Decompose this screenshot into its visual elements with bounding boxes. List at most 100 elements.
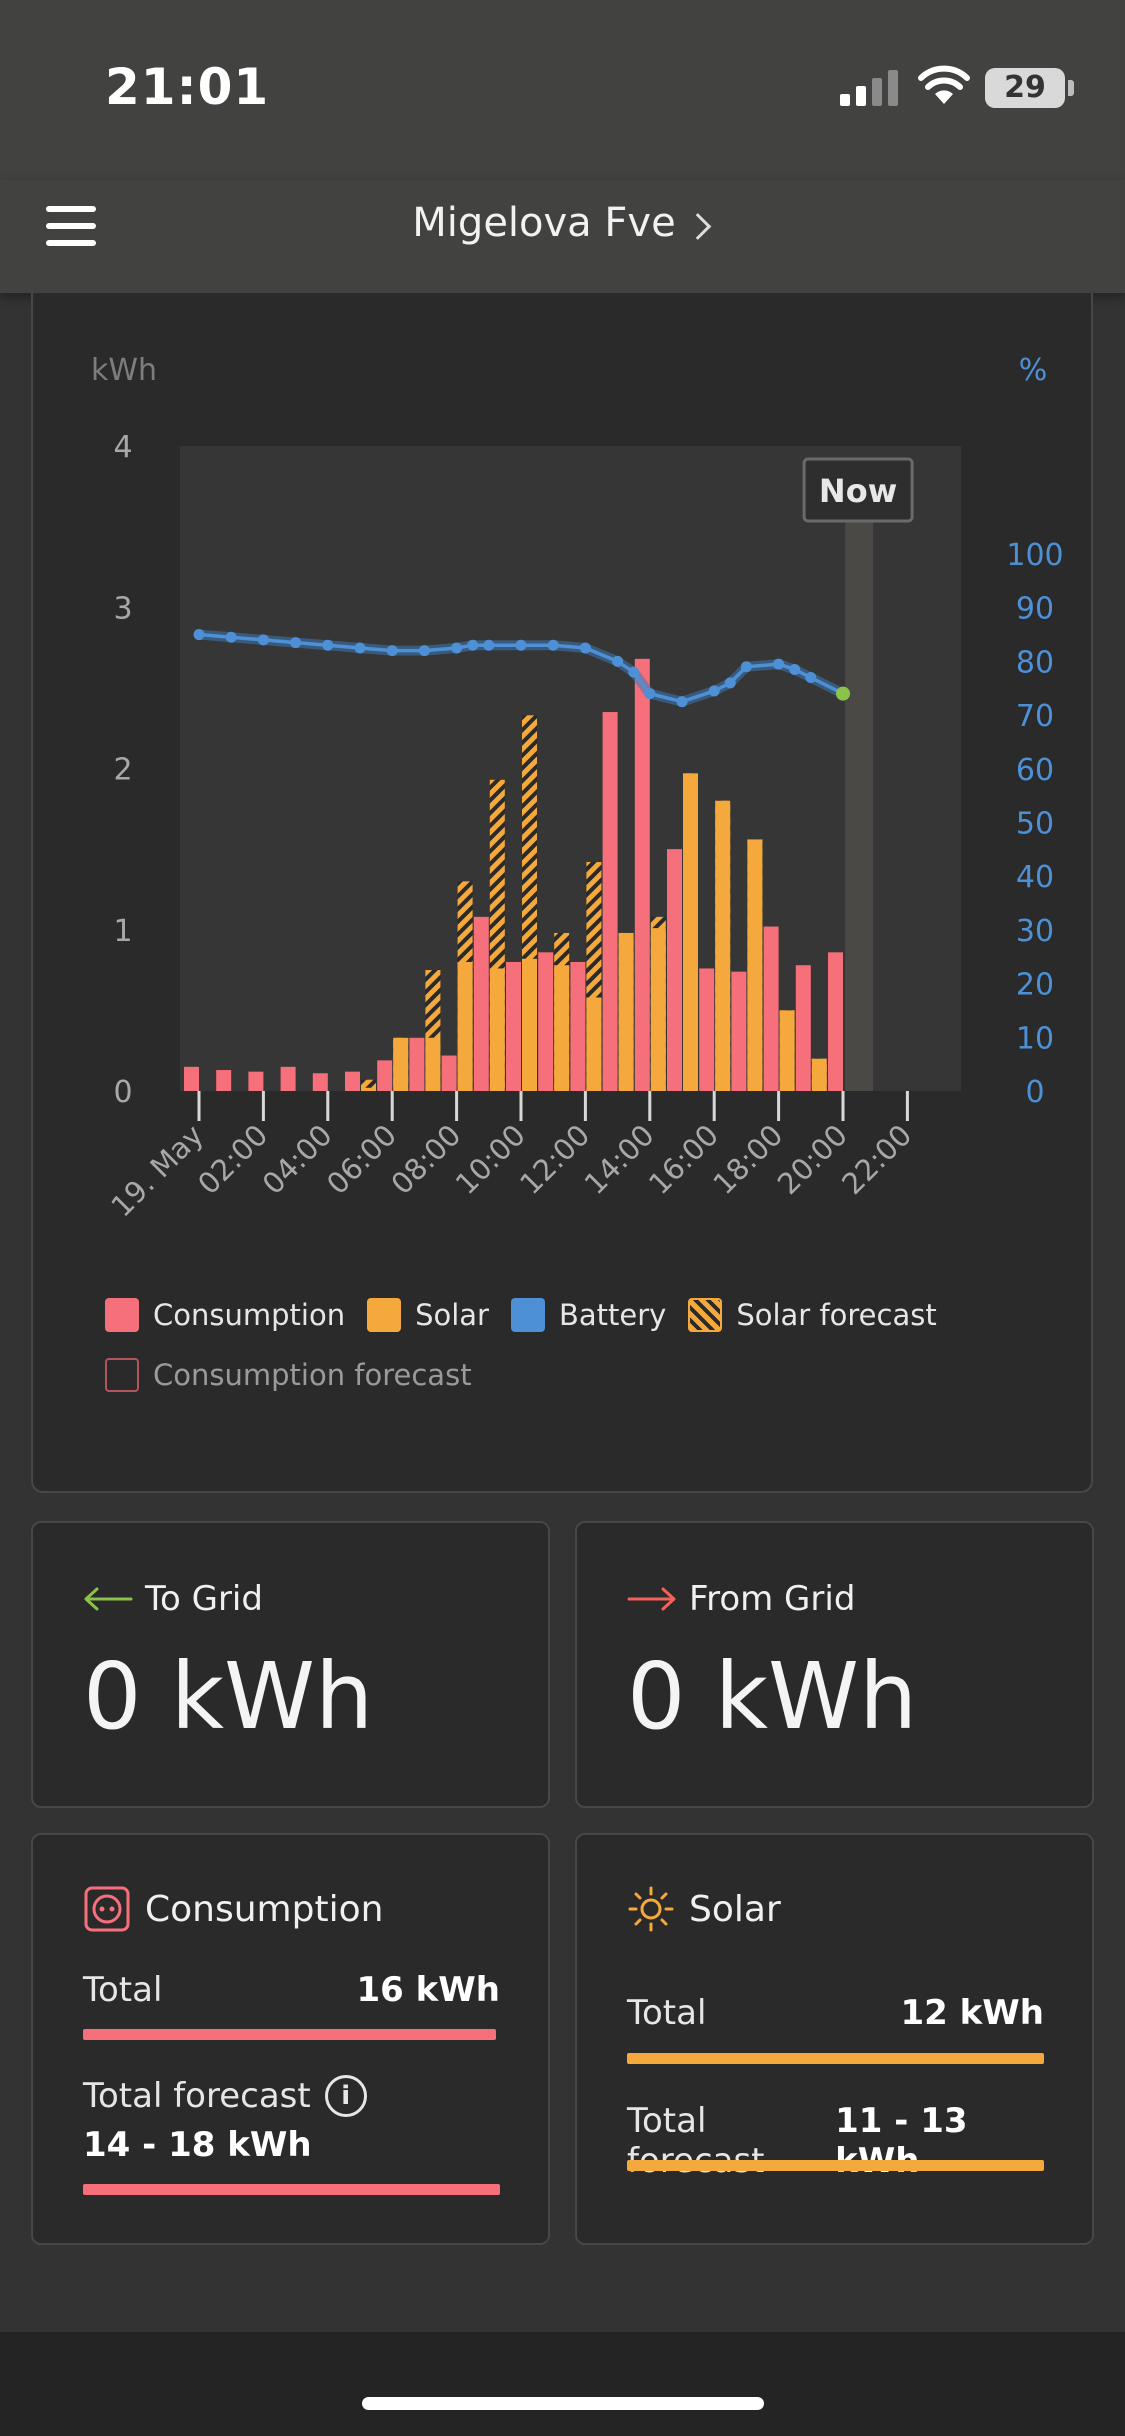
battery-point xyxy=(257,634,269,646)
consumption-forecast-row: Total forecast i xyxy=(83,2075,500,2117)
consumption-bar xyxy=(248,1071,264,1091)
chevron-right-icon xyxy=(684,213,711,240)
battery-point xyxy=(789,663,801,675)
consumption-bar xyxy=(312,1073,328,1091)
legend-swatch-solar xyxy=(367,1298,402,1332)
consumption-bar xyxy=(409,1037,425,1091)
from-grid-label: From Grid xyxy=(689,1579,856,1619)
solar-bar xyxy=(457,962,473,1091)
consumption-bar xyxy=(538,952,554,1091)
consumption-bar xyxy=(634,658,650,1091)
consumption-total-row: Total 16 kWh xyxy=(83,1970,500,2010)
solar-bar xyxy=(811,1058,827,1091)
from-grid-value: 0 kWh xyxy=(627,1643,918,1750)
bottom-area xyxy=(0,2332,1125,2436)
solar-bar xyxy=(683,773,698,1091)
consumption-bar xyxy=(216,1070,232,1091)
battery-point xyxy=(740,661,752,673)
solar-bar xyxy=(586,997,602,1091)
battery-nub xyxy=(1068,80,1074,96)
y-right-tick-label: 50 xyxy=(1016,807,1054,842)
site-selector[interactable]: Migelova Fve xyxy=(0,200,1125,246)
battery-point xyxy=(451,642,463,654)
consumption-bar xyxy=(441,1055,457,1091)
battery-point xyxy=(805,672,817,684)
sun-icon xyxy=(628,1886,674,1932)
battery-point xyxy=(193,629,205,641)
solar-bar xyxy=(747,839,763,1091)
solar-bar xyxy=(425,1037,441,1091)
solar-total-label: Total xyxy=(627,1993,707,2033)
consumption-bar xyxy=(377,1060,393,1091)
consumption-total-label: Total xyxy=(83,1970,163,2010)
y-right-tick-label: 10 xyxy=(1016,1021,1054,1056)
to-grid-card[interactable]: To Grid 0 kWh xyxy=(31,1521,550,1808)
solar-bar xyxy=(650,928,666,1091)
legend-label-battery: Battery xyxy=(558,1298,667,1332)
solar-bar xyxy=(393,1037,409,1091)
consumption-forecast-label: Total forecast xyxy=(83,2076,311,2116)
legend-consumption[interactable]: Consumption xyxy=(105,1298,345,1332)
consumption-card[interactable]: Consumption Total 16 kWh Total forecast … xyxy=(31,1833,550,2245)
x-tick-label: 19. May xyxy=(104,1118,210,1224)
x-tick-label: 22:00 xyxy=(835,1118,918,1201)
battery-point xyxy=(708,685,720,697)
solar-title-row: Solar xyxy=(627,1885,781,1933)
legend-label-consumption: Consumption xyxy=(153,1298,346,1332)
solar-bar xyxy=(618,932,634,1091)
consumption-bar xyxy=(731,971,747,1091)
y-axis-right-label: % xyxy=(1019,353,1048,388)
hamburger-menu-icon[interactable] xyxy=(46,204,98,248)
y-right-tick-label: 30 xyxy=(1016,914,1054,949)
solar-card[interactable]: Solar Total 12 kWh Total forecast 11 - 1… xyxy=(575,1833,1094,2245)
x-tick-label: 02:00 xyxy=(191,1118,274,1201)
info-icon[interactable]: i xyxy=(324,2075,367,2117)
consumption-bar xyxy=(828,952,843,1091)
site-title: Migelova Fve xyxy=(412,200,676,246)
solar-bar xyxy=(522,958,537,1091)
to-grid-value: 0 kWh xyxy=(83,1643,374,1750)
battery-current-point xyxy=(836,686,850,701)
legend-swatch-battery xyxy=(510,1298,545,1332)
consumption-total-bar xyxy=(83,2029,496,2040)
legend-battery[interactable]: Battery xyxy=(510,1298,667,1332)
legend-swatch-consumption xyxy=(105,1298,139,1332)
consumption-total-value: 16 kWh xyxy=(356,1970,500,2010)
arrow-right-icon xyxy=(627,1587,676,1611)
now-badge xyxy=(802,457,914,523)
legend-consumption-forecast[interactable]: Consumption forecast xyxy=(105,1358,472,1392)
solar-bar xyxy=(779,1010,795,1091)
battery-point xyxy=(483,639,495,651)
consumption-forecast-value: 14 - 18 kWh xyxy=(83,2125,312,2165)
solar-total-bar xyxy=(627,2053,1044,2064)
consumption-forecast-value-row: 14 - 18 kWh xyxy=(83,2125,500,2165)
solar-total-row: Total 12 kWh xyxy=(627,1993,1044,2033)
y-right-tick-label: 60 xyxy=(1016,753,1054,788)
battery-point xyxy=(579,642,591,654)
x-tick-label: 06:00 xyxy=(320,1118,403,1201)
legend-solar[interactable]: Solar xyxy=(367,1298,489,1332)
legend-solar-forecast[interactable]: Solar forecast xyxy=(688,1298,937,1332)
solar-forecast-bar xyxy=(361,1079,376,1091)
arrow-left-icon xyxy=(84,1587,133,1611)
solar-bar xyxy=(554,965,570,1091)
y-right-tick-label: 0 xyxy=(1025,1075,1044,1110)
home-indicator[interactable] xyxy=(362,2397,764,2410)
battery-point xyxy=(322,639,334,651)
battery-point xyxy=(676,696,688,708)
now-band xyxy=(845,486,874,1091)
from-grid-label-row: From Grid xyxy=(627,1579,855,1619)
battery-point xyxy=(467,639,479,651)
y-right-tick-label: 40 xyxy=(1016,860,1054,895)
from-grid-card[interactable]: From Grid 0 kWh xyxy=(575,1521,1094,1808)
y-left-tick-label: 0 xyxy=(113,1075,132,1110)
battery-point xyxy=(724,677,736,689)
battery-point xyxy=(773,658,785,670)
consumption-bar xyxy=(795,965,811,1091)
energy-chart-card: Now kWh% 0 1 2 3 4 0 10 20 30 40 50 60 70 80 90 100 19. Ma… xyxy=(31,293,1093,1493)
consumption-forecast-bar xyxy=(83,2184,500,2195)
legend-swatch-consumption-forecast xyxy=(105,1358,139,1392)
consumption-bar xyxy=(506,962,521,1091)
consumption-title-row: Consumption xyxy=(83,1885,383,1933)
